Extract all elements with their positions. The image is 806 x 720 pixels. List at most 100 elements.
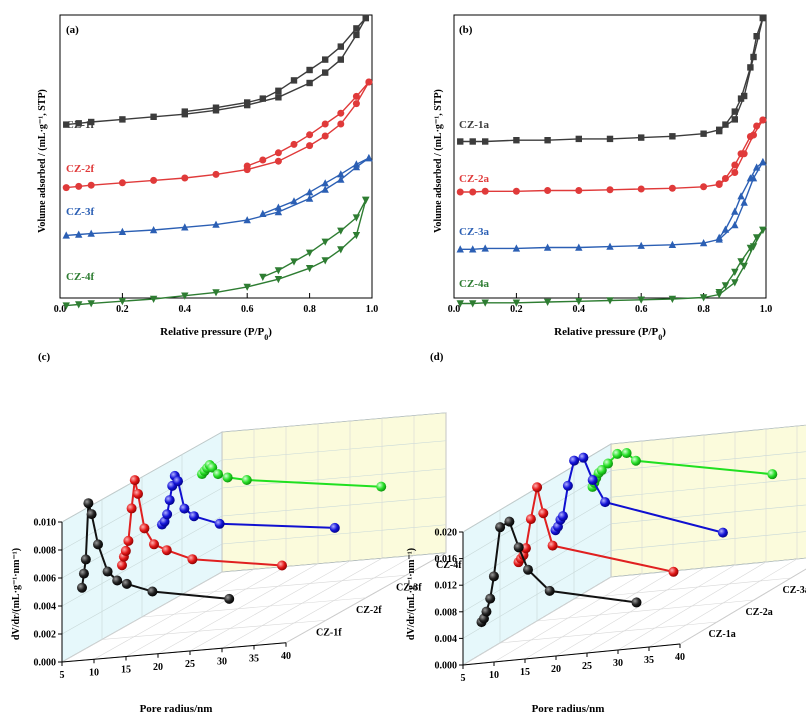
data-point [329, 522, 340, 533]
desorption-point [752, 234, 761, 242]
desorption-point [731, 207, 739, 215]
panel-c-ylabel: dV/dr/(mL·g⁻¹·nm⁻¹) [11, 548, 22, 640]
data-point [600, 497, 611, 508]
data-point [557, 511, 568, 522]
data-point [161, 545, 172, 556]
grid-line [253, 415, 415, 646]
adsorption-point [699, 239, 708, 247]
grid-line [462, 444, 612, 666]
data-point [612, 448, 623, 459]
y-tick-label: 0.002 [34, 630, 57, 641]
desorption-point [722, 121, 729, 128]
data-point [504, 516, 515, 527]
adsorption-point [637, 241, 645, 249]
desorption-point [737, 95, 745, 102]
desorption-point [721, 225, 730, 233]
panel-a-isotherms: 0.0 0.2 0.4 0.6 0.8 1.0 CZ-1f CZ-2f CZ-3f CZ-4f [54, 14, 378, 315]
adsorption-point [118, 227, 127, 235]
adsorption-point [62, 231, 70, 239]
desorption-point [337, 227, 345, 235]
desorption-point [759, 226, 767, 234]
x-tick-label: 0.0 [448, 304, 461, 315]
series-label: CZ-2f [356, 605, 382, 616]
adsorption-point [274, 276, 283, 284]
adsorption-line [460, 161, 764, 251]
desorption-point [746, 174, 755, 182]
series-CZ-1a [457, 14, 767, 145]
data-point [213, 469, 223, 480]
adsorption-point [63, 121, 70, 128]
adsorption-point [118, 298, 127, 306]
data-point [120, 545, 131, 556]
adsorption-point [321, 185, 329, 193]
panel-c-xlabel: Pore radius/nm [140, 703, 213, 715]
y-tick-label: 0.010 [34, 518, 57, 529]
series-CZ-2f [62, 78, 373, 192]
grid-line [157, 423, 319, 655]
data-point [631, 597, 642, 608]
adsorption-point [482, 138, 489, 145]
data-point [603, 458, 613, 469]
adsorption-point [181, 292, 189, 300]
data-point [630, 455, 641, 466]
adsorption-point [668, 295, 677, 303]
adsorption-point [575, 243, 583, 251]
series-CZ-4f [62, 196, 370, 310]
data-point [139, 523, 150, 534]
adsorption-point [469, 300, 477, 308]
desorption-point [321, 238, 329, 246]
desorption-point [753, 33, 760, 40]
series-CZ-1f [63, 14, 369, 128]
adsorption-point [181, 223, 189, 231]
adsorption-point [149, 295, 158, 303]
data-point [562, 480, 573, 491]
adsorption-point [149, 226, 158, 234]
data-point [376, 481, 387, 492]
series-label: CZ-2a [459, 173, 489, 185]
panel-d-xlabel: Pore radius/nm [532, 703, 605, 715]
adsorption-point [512, 244, 521, 252]
data-point [485, 593, 496, 604]
data-point [126, 503, 137, 514]
adsorption-point [544, 187, 552, 194]
y-tick-label: 0.016 [435, 554, 458, 565]
series-label: CZ-4f [436, 560, 462, 571]
desorption-point [337, 109, 345, 117]
grid-line [181, 574, 407, 595]
y-tick-label: 0.020 [435, 528, 458, 539]
adsorption-line [460, 17, 764, 143]
series-CZ-3f [157, 470, 340, 533]
desorption-point [731, 268, 739, 276]
series-label: CZ-1a [459, 119, 489, 131]
adsorption-point [322, 69, 329, 76]
data-point [112, 575, 123, 586]
panel-a-ylabel: Volume adsorbed / (mL·g⁻¹, STP) [37, 89, 48, 233]
x-tick-label: 1.0 [760, 304, 773, 315]
adsorption-point [606, 186, 614, 194]
series-label: CZ-4f [66, 271, 94, 283]
desorption-point [290, 258, 298, 266]
adsorption-point [337, 120, 345, 128]
x-tick-label: 0.6 [635, 304, 648, 315]
adsorption-point [740, 262, 748, 270]
desorption-point [759, 116, 767, 124]
series-label: CZ-3a [783, 585, 806, 596]
adsorption-point [606, 135, 614, 143]
panel-b-xlabel: Relative pressure (P/P0) [554, 326, 666, 342]
adsorption-point [575, 135, 582, 143]
data-point [86, 509, 97, 520]
desorption-point [746, 133, 754, 140]
data-point [179, 503, 190, 514]
desorption-point [274, 149, 282, 157]
panel-a-label: (a) [66, 24, 79, 36]
adsorption-point [305, 194, 314, 202]
adsorption-point [337, 56, 344, 63]
series-CZ-3a [550, 452, 728, 538]
grid-line [499, 621, 718, 644]
x-tick-label: 0.6 [241, 304, 254, 315]
data-point [587, 475, 598, 486]
data-point [668, 566, 679, 577]
series-CZ-1f [77, 498, 235, 604]
adsorption-point [212, 220, 220, 228]
